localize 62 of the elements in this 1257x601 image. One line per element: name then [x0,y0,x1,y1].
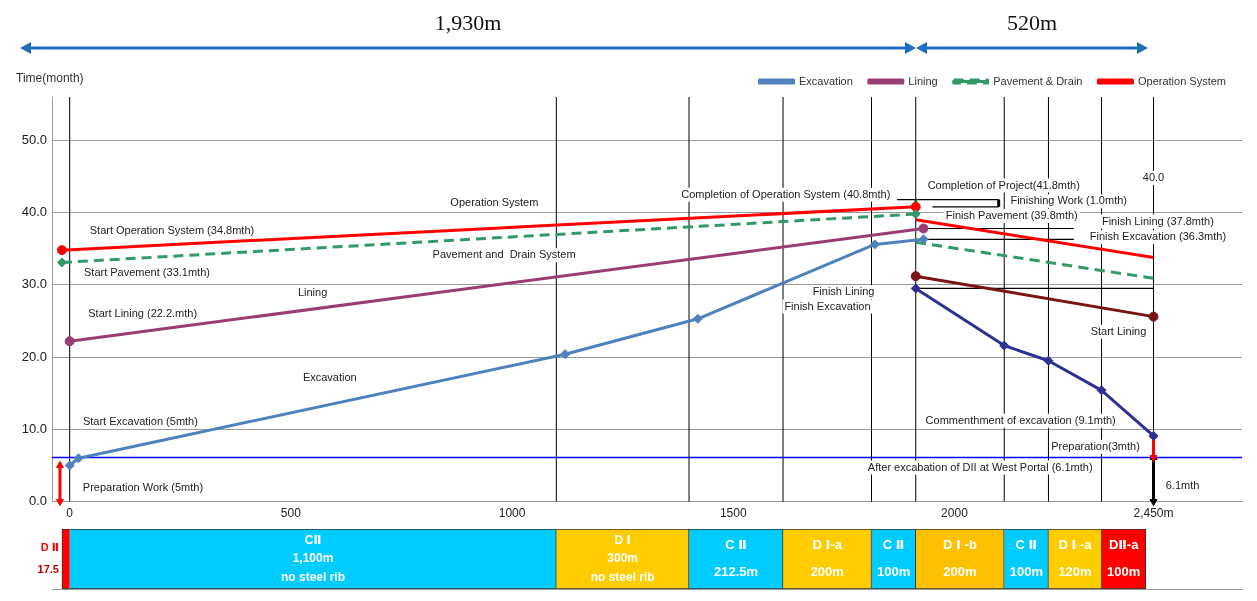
annotation: Operation System [450,195,539,208]
x-tick-label: 0 [66,506,74,521]
annotation: Preparation Work (5mth) [82,480,204,493]
text: 1,930m [433,10,503,36]
x-tick-label: 1500 [719,506,747,521]
data-label: 100m [877,564,911,580]
annotation: 40.0 [1142,170,1165,183]
annotation: Finish Lining [812,285,875,298]
x-tick-label: 2000 [941,506,969,521]
x-tick-label: 500 [280,506,302,521]
ref-line-label: After excabation of DII at West Portal (6.1mth) [867,460,1093,473]
y-tick-label: 10.0 [21,420,47,436]
annotation: Start Pavement (33.1mth) [83,266,210,279]
data-label: 100m [1009,564,1043,580]
y-axis-title: Time(month) [16,70,84,85]
data-label: 1,100m no steel rib [281,551,346,585]
annotation: Commenthment of excavation (9.1mth) [925,413,1116,426]
y-tick-label: 30.0 [21,276,47,292]
series-label: C Ⅱ [882,536,905,552]
annotation: Finish Excavation (36.3mth) [1089,230,1227,243]
annotation: Completion of Project(41.8mth) [927,178,1080,191]
annotation: Start Operation System (34.8mth) [89,224,255,237]
annotation: Finishing Work (1.0mth) [1010,194,1127,207]
text: 520m [1005,10,1059,36]
annotation: Preparation(3mth) [1051,439,1140,452]
series-label: DⅡ-a [1108,536,1140,552]
annotation: 17.5 [37,562,59,575]
series-label: C Ⅱ [725,536,747,552]
series-label: C Ⅱ [1015,536,1038,552]
legend-label: Excavation [799,74,853,87]
y-tick-label: 20.0 [21,348,47,364]
y-tick-label: 40.0 [21,204,47,220]
y-tick-label: 0.0 [28,493,47,509]
annotation: Excavation [302,370,357,383]
x-tick-label: 1000 [498,506,526,521]
data-label: 200m [943,564,977,580]
series-label: D Ⅰ [614,532,631,547]
data-label: 200m [810,564,844,580]
annotation: Finish Pavement (39.8mth) [945,209,1078,222]
series-label: D Ⅰ -a [1058,536,1093,552]
annotation: Finish Lining (37.8mth) [1101,214,1214,227]
annotation: Start Excavation (5mth) [82,414,198,427]
data-label: 212.5m [713,564,759,580]
series-label: D Ⅰ -b [943,536,977,552]
data-label: 100m [1107,564,1141,580]
series-label: CⅡ [304,532,322,547]
data-label: 300m no steel rib [590,551,655,585]
x-tick-label: 2,450m [1133,506,1174,521]
series-label: D Ⅰ-a [812,536,843,552]
y-tick-label: 50.0 [21,131,47,147]
annotation: Pavement and Drain System [432,248,576,261]
annotation: Completion of Operation System (40.8mth) [681,187,891,200]
annotation: Lining [297,286,328,299]
annotation: Finish Excavation [784,299,871,312]
annotation: Start Lining (22.2.mth) [88,307,198,320]
series-label: D Ⅱ [40,541,59,554]
data-label: 120m [1058,564,1092,580]
legend-label: Pavement & Drain [993,74,1083,87]
legend-label: Operation System [1137,74,1227,87]
legend-label: Lining [908,74,938,87]
annotation: Start Lining [1090,324,1147,337]
annotation: 6.1mth [1165,478,1200,491]
